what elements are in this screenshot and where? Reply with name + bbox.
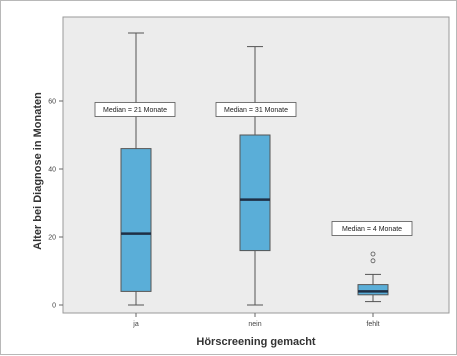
y-tick-label: 60 [48, 99, 56, 106]
y-tick-label: 0 [52, 303, 56, 310]
annotation-box [331, 221, 413, 236]
y-axis-title: Alter bei Diagnose in Monaten [32, 92, 44, 250]
annotation-text: Median = 4 Monate [342, 226, 402, 233]
x-tick-label: ja [132, 321, 139, 328]
annotation-box [215, 102, 297, 117]
box-nein [239, 46, 271, 306]
median-annotation: Median = 31 Monate [215, 102, 297, 117]
box-iqr [239, 134, 271, 252]
y-tick-label: 40 [48, 167, 56, 174]
x-tick-label: fehlt [366, 321, 379, 328]
box-iqr [120, 148, 152, 292]
outlier-point [370, 251, 376, 257]
x-axis-title: Hörscreening gemacht [196, 336, 316, 348]
x-tick-label: nein [248, 321, 261, 328]
box-ja [120, 32, 152, 306]
median-annotation: Median = 21 Monate [94, 102, 176, 117]
annotation-box [94, 102, 176, 117]
y-tick-label: 20 [48, 235, 56, 242]
annotation-text: Median = 31 Monate [224, 107, 288, 114]
median-annotation: Median = 4 Monate [331, 221, 413, 236]
annotation-text: Median = 21 Monate [103, 107, 167, 114]
box-fehlt [357, 251, 389, 303]
box-iqr [357, 284, 389, 296]
outlier-point [370, 258, 376, 264]
